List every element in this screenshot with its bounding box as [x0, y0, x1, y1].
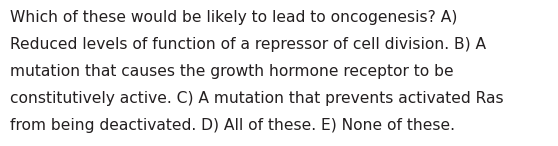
Text: constitutively active. C) A mutation that prevents activated Ras: constitutively active. C) A mutation tha… [10, 91, 504, 106]
Text: Which of these would be likely to lead to oncogenesis? A): Which of these would be likely to lead t… [10, 10, 458, 25]
Text: mutation that causes the growth hormone receptor to be: mutation that causes the growth hormone … [10, 64, 454, 79]
Text: Reduced levels of function of a repressor of cell division. B) A: Reduced levels of function of a represso… [10, 37, 486, 52]
Text: from being deactivated. D) All of these. E) None of these.: from being deactivated. D) All of these.… [10, 118, 455, 133]
